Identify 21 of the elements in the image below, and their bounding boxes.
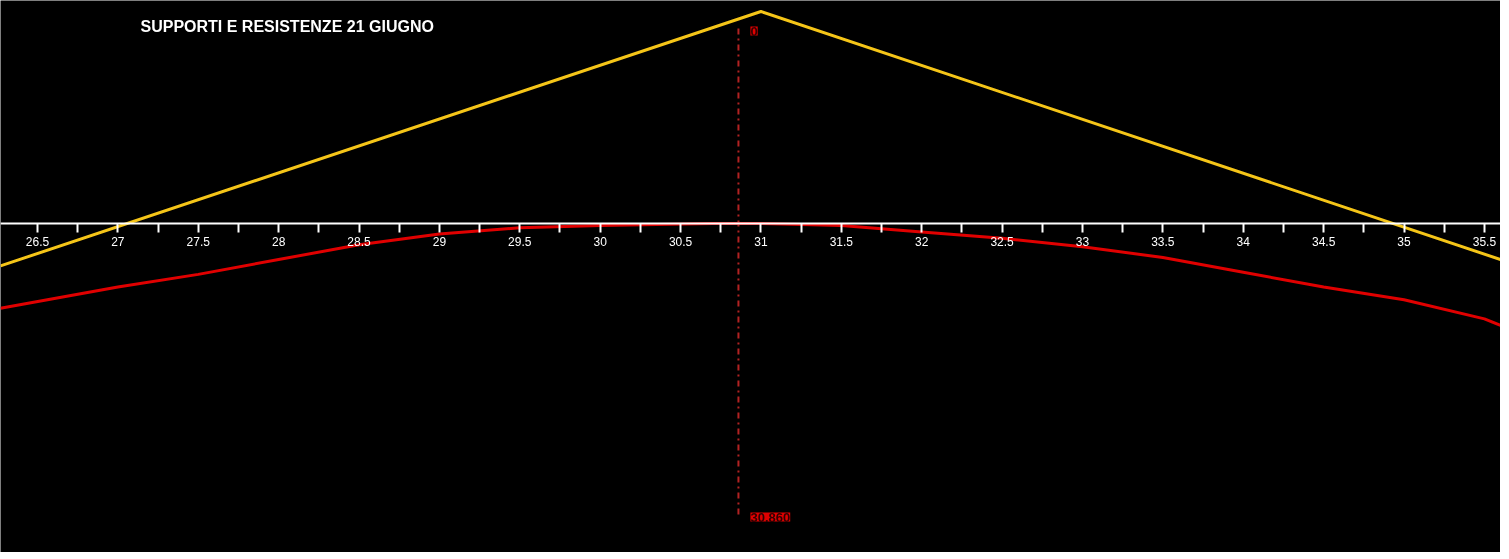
x-tick-label: 34.5 <box>1311 234 1336 249</box>
x-tick-label: 30.5 <box>668 234 693 249</box>
x-tick-label: 34 <box>1236 234 1251 249</box>
x-tick-label: 29 <box>432 234 447 249</box>
annotation: 0 <box>750 23 758 39</box>
x-tick-label: 27 <box>111 234 125 249</box>
ref-line-label: 30.860 <box>750 509 791 525</box>
x-tick-label: 33 <box>1075 234 1090 249</box>
x-tick-label: 32.5 <box>990 234 1015 249</box>
x-tick-label: 29.5 <box>508 234 532 249</box>
x-tick-label: 31 <box>754 234 768 249</box>
x-tick-label: 33.5 <box>1151 234 1175 249</box>
x-tick-label: 35 <box>1397 234 1412 249</box>
x-tick-label: 27.5 <box>186 234 211 249</box>
chart-title: SUPPORTI E RESISTENZE 21 GIUGNO <box>140 17 434 35</box>
x-tick-label: 26.5 <box>25 234 50 249</box>
x-tick-label: 30 <box>593 234 608 249</box>
x-tick-label: 35.5 <box>1472 234 1497 249</box>
x-tick-label: 31.5 <box>829 234 854 249</box>
x-tick-label: 28 <box>271 234 286 249</box>
x-tick-label: 32 <box>915 234 929 249</box>
